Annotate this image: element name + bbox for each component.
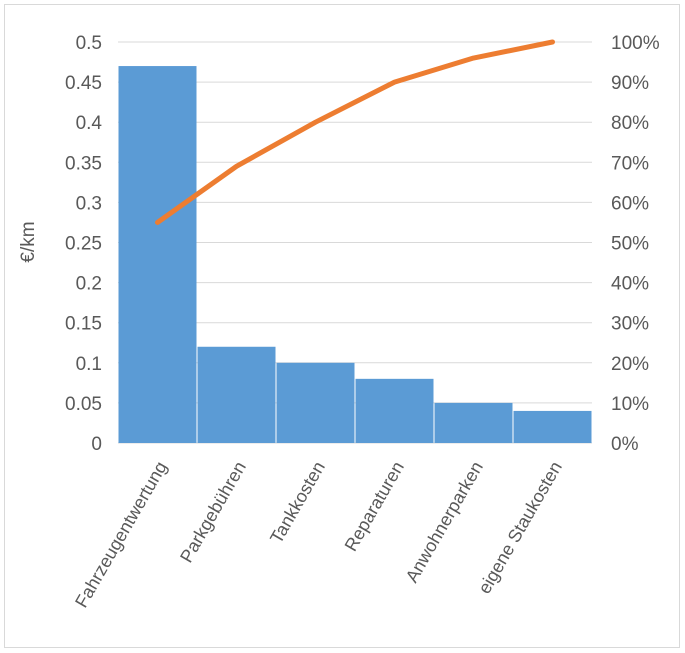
bar [513, 410, 592, 443]
cumulative-line-series [155, 39, 555, 225]
y-tick-label: 0 [91, 434, 102, 455]
y-tick-label: 0.15 [65, 314, 102, 335]
bar [434, 402, 513, 443]
y-tick-label: 0.5 [76, 33, 102, 54]
y2-tick-label: 30% [611, 314, 649, 335]
x-axis-categories: Fahrzeugentwertung Parkgebühren Tankkosten… [71, 458, 566, 611]
y2-tick-label: 70% [611, 153, 649, 174]
y2-tick-label: 50% [611, 234, 649, 255]
y-tick-label: 0.25 [65, 234, 102, 255]
x-category-label: Fahrzeugentwertung [71, 458, 171, 611]
bar [276, 362, 355, 443]
bar [355, 378, 434, 443]
y-tick-label: 0.45 [65, 73, 102, 94]
y-axis-title: €/km [18, 221, 39, 262]
y2-tick-label: 10% [611, 394, 649, 415]
y2-tick-label: 60% [611, 193, 649, 214]
x-category-label: Reparaturen [341, 458, 408, 555]
x-category-label: Anwohnerparken [402, 458, 487, 586]
x-category-label: eigene Staukosten [474, 458, 566, 597]
gridlines [118, 41, 592, 444]
y2-axis-ticks: 0% 10% 20% 30% 40% 50% 60% 70% 80% 90% 100% [611, 33, 660, 455]
x-category-label: Tankkosten [266, 458, 329, 547]
cumulative-line [155, 39, 555, 225]
y2-tick-label: 40% [611, 274, 649, 295]
y2-tick-label: 0% [611, 434, 639, 455]
y2-tick-label: 80% [611, 113, 649, 134]
bar [197, 346, 276, 443]
y-axis-ticks: 0 0.05 0.1 0.15 0.2 0.25 0.3 0.35 0.4 0.45 0.5 [65, 33, 102, 455]
x-category-label: Parkgebühren [176, 458, 250, 566]
y-tick-label: 0.3 [76, 193, 102, 214]
y2-tick-label: 90% [611, 73, 649, 94]
bar [118, 66, 197, 443]
y-tick-label: 0.05 [65, 394, 102, 415]
y2-tick-label: 100% [611, 33, 660, 54]
y-tick-label: 0.35 [65, 153, 102, 174]
y2-tick-label: 20% [611, 354, 649, 375]
y-tick-label: 0.1 [76, 354, 102, 375]
y-tick-label: 0.4 [76, 113, 103, 134]
bar-series [118, 66, 592, 443]
y-tick-label: 0.2 [76, 274, 102, 295]
